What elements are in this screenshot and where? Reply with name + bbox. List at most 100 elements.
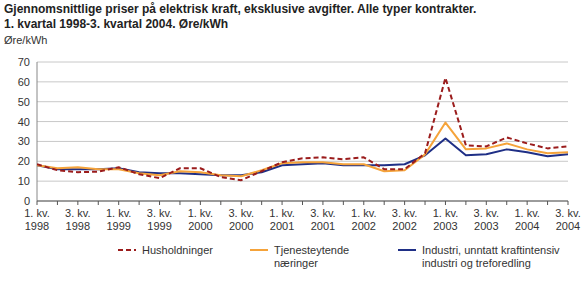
subtitle: 1. kvartal 1998-3. kvartal 2004. Øre/kWh [4,17,228,31]
x-tick-label-part: 2000 [229,220,253,232]
x-tick-label-part: 2001 [311,220,335,232]
x-tick-label: 1. kv.2002 [351,207,376,232]
x-tick [241,201,242,205]
x-tick-label-part: 1. kv. [188,207,213,219]
y-axis-label: Øre/kWh [4,34,47,46]
grid-line [37,121,568,122]
legend-label: Husholdninger [142,244,213,256]
legend-swatch [250,249,268,251]
x-tick [445,201,446,205]
x-tick [343,201,344,205]
x-tick-label: 1. kv.2001 [269,207,294,232]
legend-swatch [398,249,416,251]
title: Gjennomsnittlige priser på elektrisk kra… [4,2,476,16]
x-tick-label: 3. kv.1998 [65,207,90,232]
legend-label: Tjenesteytendenæringer [274,244,349,269]
y-tick-label: 60 [18,76,30,88]
x-tick-label: 1. kv.1998 [24,207,49,232]
y-tick-label: 30 [18,135,30,147]
x-tick [282,201,283,205]
grid-line [37,81,568,82]
y-tick-label: 40 [18,116,30,128]
y-tick-label: 0 [24,195,30,207]
legend-label-line: industri og treforedling [422,257,531,269]
x-tick-label-part: 1. kv. [269,207,294,219]
x-tick-label-part: 3. kv. [147,207,172,219]
x-tick [363,201,364,205]
x-tick-label: 1. kv.1999 [106,207,131,232]
x-tick [506,201,507,205]
plot-area [37,78,568,180]
x-tick-label-part: 1999 [147,220,171,232]
series-line [37,78,568,180]
x-tick [220,201,221,205]
x-tick-label: 3. kv.1999 [147,207,172,232]
x-tick-label-part: 1. kv. [351,207,376,219]
x-tick [302,201,303,205]
x-tick [425,201,426,205]
x-tick-label-part: 2003 [433,220,457,232]
x-tick-label-part: 3. kv. [310,207,335,219]
x-tick-label: 3. kv.2003 [474,207,499,232]
legend-label-line: Husholdninger [142,244,213,256]
x-tick-label-part: 1998 [25,220,49,232]
y-tick-label: 10 [18,175,30,187]
x-tick [98,201,99,205]
x-tick [261,201,262,205]
y-tick-label: 20 [18,155,30,167]
chart: Gjennomsnittlige priser på elektrisk kra… [0,0,586,296]
x-tick-label: 1. kv.2000 [188,207,213,232]
x-tick-label-part: 2004 [556,220,580,232]
x-tick-label-part: 1. kv. [24,207,49,219]
y-tick-label: 70 [18,56,30,68]
grid-line [37,62,568,63]
x-tick [77,201,78,205]
x-tick-label: 1. kv.2004 [514,207,539,232]
x-tick [139,201,140,205]
x-tick [527,201,528,205]
x-tick [57,201,58,205]
x-tick-label-part: 2004 [515,220,539,232]
x-tick-label-part: 3. kv. [65,207,90,219]
x-tick [547,201,548,205]
x-tick [568,201,569,205]
x-tick-label: 3. kv.2004 [555,207,580,232]
x-tick-label: 3. kv.2000 [228,207,253,232]
x-tick-label-part: 1998 [66,220,90,232]
grid-line [37,141,568,142]
x-tick-label: 3. kv.2001 [310,207,335,232]
legend-swatch [118,249,136,251]
legend-label-line: Industri, unntatt kraftintensiv [422,244,560,256]
x-tick [486,201,487,205]
x-tick-label-part: 3. kv. [474,207,499,219]
x-tick-label-part: 3. kv. [555,207,580,219]
x-tick [37,201,38,205]
x-tick [384,201,385,205]
grid-line [37,181,568,182]
y-tick-label: 50 [18,96,30,108]
x-tick-label-part: 1999 [106,220,130,232]
x-tick-label-part: 1. kv. [514,207,539,219]
x-tick [404,201,405,205]
x-tick-label: 1. kv.2003 [433,207,458,232]
x-tick [322,201,323,205]
x-tick [159,201,160,205]
x-tick-label-part: 1. kv. [433,207,458,219]
x-tick-label-part: 1. kv. [106,207,131,219]
x-tick-label-part: 2002 [392,220,416,232]
legend-label: Industri, unntatt kraftintensivindustri … [422,244,560,269]
y-axis [37,62,38,201]
x-tick-label-part: 2003 [474,220,498,232]
x-tick-label: 3. kv.2002 [392,207,417,232]
x-tick-label-part: 3. kv. [228,207,253,219]
x-tick [465,201,466,205]
x-tick [118,201,119,205]
x-tick [179,201,180,205]
legend-label-line: næringer [274,257,318,269]
grid-line [37,101,568,102]
x-tick-label-part: 2001 [270,220,294,232]
legend-label-line: Tjenesteytende [274,244,349,256]
x-tick-label-part: 2000 [188,220,212,232]
x-tick-label-part: 3. kv. [392,207,417,219]
x-tick [200,201,201,205]
